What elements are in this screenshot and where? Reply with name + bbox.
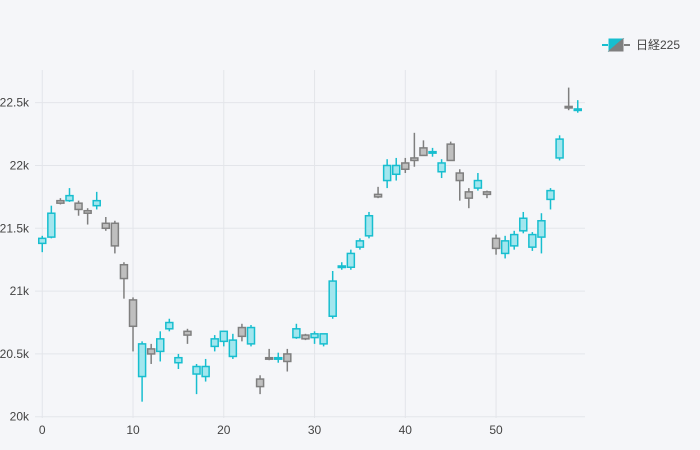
candles [38, 87, 582, 402]
y-tick-label: 21k [10, 284, 30, 298]
candle-decreasing [183, 330, 192, 336]
candle-increasing [155, 338, 165, 353]
candle-increasing [337, 265, 347, 269]
candle-decreasing [446, 143, 455, 162]
candle-decreasing [110, 222, 120, 247]
candle-decreasing [301, 334, 310, 340]
y-tick-label: 22.5k [0, 96, 30, 110]
candle-increasing [228, 339, 238, 358]
x-tick-label: 0 [39, 423, 46, 437]
candle-decreasing [373, 193, 383, 198]
grid [35, 70, 585, 418]
candle-decreasing [401, 162, 410, 170]
x-tick-label: 40 [399, 423, 413, 437]
candle-decreasing [237, 326, 247, 338]
candle-increasing [555, 138, 564, 159]
candle-increasing [346, 252, 356, 268]
candle-increasing [509, 233, 519, 247]
candle-increasing [47, 212, 56, 238]
candle-increasing [65, 194, 74, 202]
candle-decreasing [491, 237, 501, 250]
candle-decreasing [482, 191, 492, 196]
candle-increasing [546, 189, 555, 201]
y-tick-label: 22k [10, 158, 30, 172]
candle-decreasing [146, 348, 156, 355]
candle-decreasing [101, 222, 111, 230]
candle-increasing [428, 150, 437, 154]
y-tick-label: 20.5k [0, 347, 30, 361]
candle-increasing [500, 240, 510, 255]
candle-increasing [273, 356, 283, 360]
candle-increasing [364, 214, 374, 237]
candle-decreasing [455, 172, 465, 182]
x-axis-ticks: 0 10 20 30 40 50 [39, 423, 503, 437]
y-axis-ticks: 20k 20.5k 21k 21.5k 22k 22.5k [0, 96, 30, 424]
candle-decreasing [119, 263, 129, 280]
candle-increasing [537, 220, 546, 238]
candle-increasing [210, 338, 219, 348]
candle-decreasing [255, 378, 265, 388]
candle-increasing [528, 233, 537, 248]
x-tick-label: 50 [489, 423, 503, 437]
candle-increasing [355, 240, 365, 248]
x-tick-label: 10 [126, 423, 140, 437]
candle-increasing [573, 108, 582, 112]
candle-decreasing [410, 157, 419, 162]
candle-increasing [201, 365, 210, 378]
candle-decreasing [464, 191, 474, 199]
legend[interactable]: 日経225 [602, 37, 680, 53]
candle-increasing [219, 330, 229, 343]
candle-increasing [92, 199, 101, 207]
x-tick-label: 20 [217, 423, 231, 437]
candle-increasing [519, 217, 528, 232]
candle-increasing [473, 179, 483, 189]
candle-decreasing [74, 202, 83, 211]
candle-decreasing [419, 147, 428, 157]
candle-increasing [292, 328, 301, 339]
candle-decreasing [264, 356, 274, 360]
candle-increasing [382, 164, 392, 182]
legend-swatch-decreasing [607, 37, 624, 52]
candle-increasing [319, 333, 328, 345]
candle-increasing [391, 164, 401, 176]
candle-increasing [165, 321, 174, 330]
candle-increasing [328, 280, 337, 317]
candle-increasing [38, 237, 47, 245]
candle-increasing [310, 333, 319, 339]
candle-decreasing [283, 353, 292, 363]
candle-decreasing [56, 199, 65, 204]
x-tick-label: 30 [308, 423, 322, 437]
candle-increasing [437, 162, 446, 173]
candle-decreasing [128, 299, 138, 328]
candle-decreasing [83, 209, 92, 214]
legend-label: 日経225 [636, 38, 680, 52]
candle-increasing [246, 326, 256, 345]
candle-increasing [174, 356, 183, 364]
candle-decreasing [564, 105, 573, 109]
candle-increasing [137, 343, 147, 378]
y-tick-label: 20k [10, 410, 30, 424]
y-tick-label: 21.5k [0, 221, 30, 235]
candle-increasing [192, 365, 201, 375]
